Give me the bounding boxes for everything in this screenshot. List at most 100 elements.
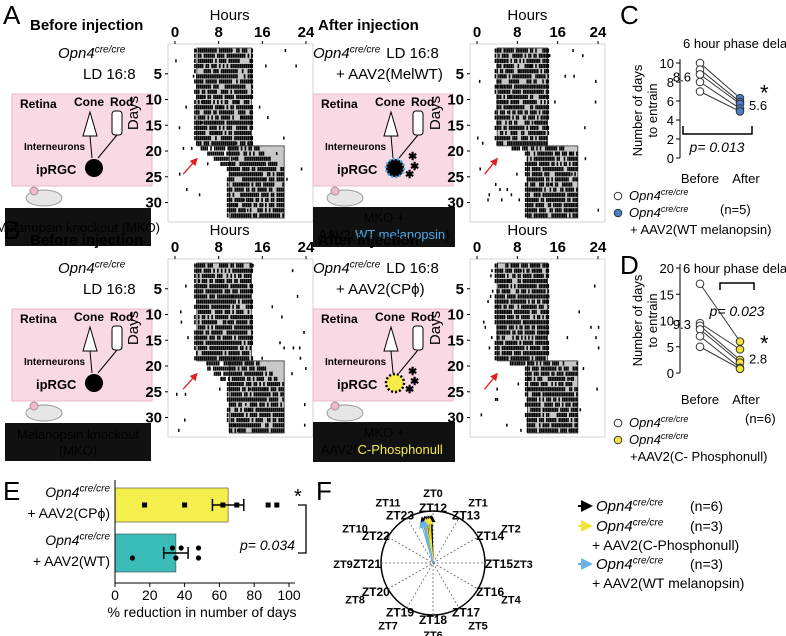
activity	[569, 371, 571, 376]
activity	[515, 351, 518, 356]
activity	[234, 58, 236, 63]
activity	[545, 125, 548, 130]
activity	[558, 151, 560, 156]
activity	[240, 392, 242, 397]
activity	[228, 387, 231, 392]
activity	[498, 351, 500, 356]
activity	[263, 387, 265, 392]
activity	[253, 412, 256, 418]
activity	[568, 428, 570, 432]
activity	[545, 345, 548, 351]
activity	[546, 213, 548, 218]
activity	[494, 309, 497, 315]
activity	[542, 53, 544, 58]
activity	[501, 278, 504, 284]
activity	[551, 208, 553, 213]
point	[220, 502, 226, 508]
activity	[522, 351, 525, 356]
activity	[247, 53, 250, 58]
activity	[519, 309, 521, 315]
activity	[494, 397, 497, 401]
activity	[496, 85, 498, 89]
activity	[243, 141, 246, 146]
activity	[207, 48, 210, 53]
activity	[249, 284, 252, 289]
activity	[506, 263, 509, 268]
activity	[227, 376, 230, 381]
activity	[194, 273, 196, 278]
activity	[539, 192, 541, 197]
activity	[238, 304, 240, 309]
activity	[228, 304, 231, 309]
activity	[524, 366, 527, 371]
activity	[252, 264, 254, 267]
activity	[499, 284, 502, 289]
activity	[232, 320, 234, 325]
activity	[259, 387, 261, 392]
activity	[228, 330, 231, 335]
activity	[238, 53, 240, 58]
ring-label: ZT20	[362, 585, 390, 599]
activity	[535, 208, 537, 213]
activity	[218, 151, 221, 156]
activity	[533, 278, 535, 284]
activity	[203, 284, 206, 289]
activity	[228, 397, 231, 402]
activity	[222, 105, 225, 110]
activity	[547, 309, 550, 315]
activity	[515, 141, 518, 146]
activity	[205, 74, 208, 79]
activity	[522, 315, 525, 320]
activity	[515, 325, 518, 330]
activity	[226, 345, 229, 351]
activity	[544, 213, 546, 218]
activity	[519, 330, 521, 335]
activity	[194, 294, 196, 299]
activity	[541, 330, 543, 334]
box-text: Melanopsin knockout	[17, 427, 140, 442]
activity	[539, 161, 541, 166]
activity	[247, 130, 250, 136]
activity	[243, 105, 246, 110]
activity	[499, 315, 502, 320]
activity	[551, 156, 553, 161]
activity	[256, 361, 258, 366]
activity	[240, 428, 242, 433]
activity	[576, 203, 578, 208]
activity	[499, 125, 502, 130]
activity	[234, 381, 237, 387]
activity	[501, 309, 504, 315]
iprgc-label: ipRGC	[337, 162, 378, 177]
activity	[551, 197, 553, 203]
activity	[211, 74, 213, 79]
activity	[282, 397, 284, 402]
activity	[226, 94, 229, 100]
activity	[207, 79, 210, 84]
activity	[505, 125, 507, 130]
activity	[574, 428, 576, 433]
activity	[533, 125, 535, 130]
activity	[547, 345, 550, 351]
activity	[540, 69, 543, 74]
activity	[196, 136, 198, 141]
activity	[570, 208, 572, 212]
activity	[526, 325, 528, 330]
activity	[224, 284, 227, 289]
activity	[595, 79, 597, 83]
activity	[218, 284, 221, 289]
activity	[247, 100, 250, 105]
activity	[501, 345, 504, 351]
activity	[232, 151, 234, 156]
activity	[535, 203, 537, 208]
activity	[236, 48, 238, 53]
activity	[232, 94, 234, 100]
activity	[554, 182, 557, 187]
activity	[533, 213, 536, 218]
activity	[561, 192, 564, 197]
activity	[558, 381, 560, 387]
activity	[241, 263, 244, 268]
activity	[498, 345, 500, 351]
activity	[217, 289, 219, 294]
activity	[508, 125, 511, 130]
phase-arrow	[426, 517, 434, 564]
